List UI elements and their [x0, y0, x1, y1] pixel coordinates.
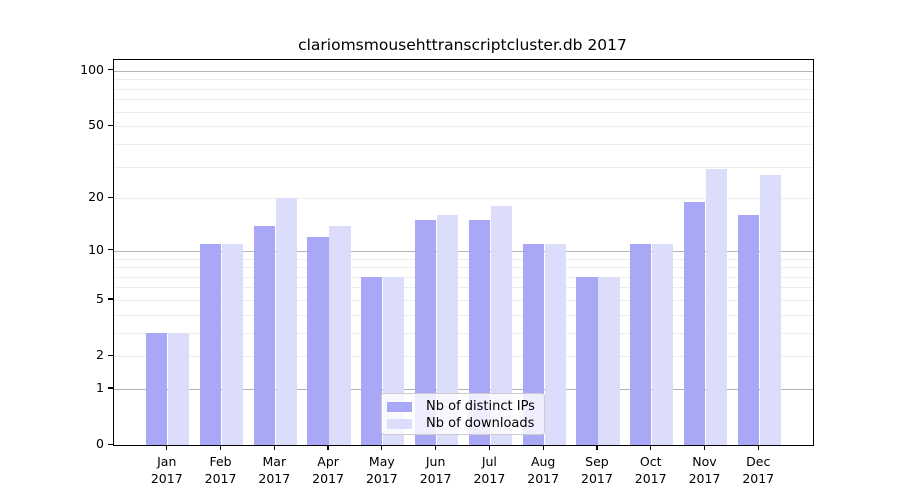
gridline-minor-3	[114, 332, 813, 334]
y-tick-label-20: 20	[88, 189, 104, 205]
bar-ips-may	[361, 276, 383, 445]
bar-ips-oct	[630, 243, 652, 445]
x-tick-label-sep: Sep 2017	[581, 454, 613, 486]
bar-downloads-jul	[490, 206, 512, 445]
y-tick-label-1: 1	[96, 380, 104, 396]
gridline-minor-90	[114, 79, 813, 81]
gridline-minor-7	[114, 276, 813, 278]
y-tick-0	[108, 443, 113, 445]
gridline-major-10	[114, 250, 813, 252]
x-tick-jul	[488, 445, 490, 450]
gridline-minor-20	[114, 198, 813, 200]
bar-ips-nov	[683, 202, 706, 445]
bar-downloads-nov	[705, 169, 728, 445]
x-tick-feb	[219, 445, 222, 450]
x-tick-label-nov: Nov 2017	[688, 454, 721, 486]
gridline-major-1	[114, 389, 813, 391]
x-tick-label-mar: Mar 2017	[258, 454, 291, 486]
gridline-minor-6	[114, 287, 813, 289]
gridline-minor-30	[114, 166, 813, 168]
x-tick-label-aug: Aug 2017	[527, 454, 560, 486]
gridline-minor-5	[114, 299, 813, 301]
bar-ips-apr	[307, 237, 329, 445]
plot-area: Nb of distinct IPs Nb of downloads	[113, 59, 814, 446]
bar-ips-jun	[415, 220, 437, 445]
y-tick-2	[108, 354, 113, 356]
bar-downloads-jun	[437, 215, 459, 445]
legend-swatch-downloads	[387, 418, 412, 429]
y-tick-label-2: 2	[96, 347, 104, 363]
gridline-minor-4	[114, 314, 813, 316]
bar-ips-jan	[146, 332, 168, 445]
bar-ips-jul	[468, 220, 490, 445]
legend-label-distinct-ips: Nb of distinct IPs	[426, 399, 535, 414]
gridline-minor-60	[114, 111, 813, 113]
legend-row-downloads: Nb of downloads	[387, 415, 544, 432]
y-tick-10	[108, 249, 113, 251]
bar-ips-sep	[576, 276, 598, 445]
x-tick-label-oct: Oct 2017	[634, 454, 667, 486]
y-tick-20	[108, 196, 113, 198]
gridline-minor-50	[114, 126, 813, 128]
x-tick-dec	[757, 445, 759, 450]
bar-downloads-sep	[598, 276, 620, 445]
gridline-minor-2	[114, 356, 813, 358]
legend-label-downloads: Nb of downloads	[426, 416, 535, 431]
gridline-minor-9	[114, 258, 813, 260]
bar-downloads-feb	[221, 243, 244, 445]
bar-downloads-apr	[329, 225, 351, 445]
y-tick-1	[108, 387, 113, 389]
y-tick-50	[108, 124, 113, 126]
y-tick-label-0: 0	[96, 436, 104, 452]
bar-ips-dec	[737, 215, 759, 445]
x-tick-label-jan: Jan 2017	[150, 454, 183, 486]
bar-downloads-oct	[652, 243, 674, 445]
x-tick-mar	[273, 445, 275, 450]
y-tick-label-50: 50	[88, 117, 104, 133]
bar-ips-feb	[199, 243, 222, 445]
x-tick-nov	[703, 445, 706, 450]
x-tick-label-jun: Jun 2017	[419, 454, 452, 486]
x-tick-jun	[435, 445, 437, 450]
chart-title: clariomsmousehttranscriptcluster.db 2017	[298, 36, 627, 54]
y-tick-label-100: 100	[80, 61, 104, 77]
x-tick-sep	[596, 445, 598, 450]
bar-downloads-aug	[544, 243, 566, 445]
x-tick-oct	[650, 445, 652, 450]
bar-downloads-mar	[275, 198, 297, 445]
y-tick-label-5: 5	[96, 290, 104, 306]
gridline-minor-70	[114, 99, 813, 101]
x-tick-label-apr: Apr 2017	[312, 454, 344, 486]
bar-ips-mar	[253, 225, 275, 445]
x-tick-jan	[166, 445, 168, 450]
y-tick-100	[108, 69, 113, 71]
x-tick-label-may: May 2017	[365, 454, 398, 486]
legend: Nb of distinct IPs Nb of downloads	[381, 393, 545, 435]
bar-downloads-dec	[759, 174, 781, 445]
x-tick-may	[381, 445, 383, 450]
x-tick-label-dec: Dec 2017	[742, 454, 775, 486]
x-tick-aug	[542, 445, 544, 450]
x-tick-apr	[327, 445, 329, 450]
legend-row-distinct-ips: Nb of distinct IPs	[387, 398, 544, 415]
x-tick-label-feb: Feb 2017	[204, 454, 237, 486]
y-tick-5	[108, 298, 113, 300]
gridline-minor-8	[114, 267, 813, 269]
gridline-major-100	[114, 70, 813, 72]
legend-swatch-distinct-ips	[387, 401, 412, 412]
x-tick-label-jul: Jul 2017	[473, 454, 506, 486]
gridline-minor-40	[114, 144, 813, 146]
gridline-minor-80	[114, 88, 813, 90]
y-tick-label-10: 10	[88, 241, 104, 257]
bar-downloads-jan	[168, 332, 190, 445]
